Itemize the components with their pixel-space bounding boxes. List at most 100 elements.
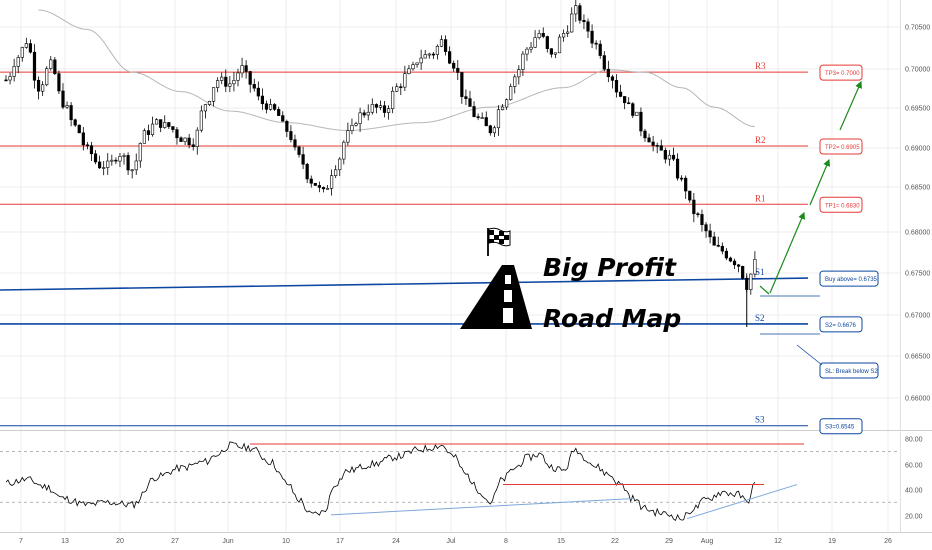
candle-body-bull [346, 130, 350, 143]
candle-body-bull [325, 188, 330, 190]
candle [586, 18, 590, 38]
rsi-support-trendline-1 [330, 497, 635, 516]
candle [537, 29, 541, 40]
candle-body-bull [142, 130, 146, 144]
candle [570, 7, 574, 33]
candle [639, 107, 643, 137]
candle-body-bear [256, 87, 260, 97]
candle-body-bear [582, 19, 586, 23]
candle-body-bull [391, 90, 395, 109]
candle-body-bull [513, 76, 517, 87]
candle [264, 100, 269, 114]
candle [171, 126, 175, 133]
candle [753, 251, 757, 278]
x-tick-label: 8 [504, 538, 508, 545]
candle-body-bull [240, 65, 244, 74]
candle [496, 105, 501, 136]
candle [277, 106, 281, 116]
candle-body-bull [207, 101, 212, 105]
candle-body-bear [175, 129, 179, 139]
candle-body-bear [73, 119, 77, 126]
candle [590, 24, 594, 49]
candle [301, 146, 305, 170]
candle-body-bull [386, 108, 391, 113]
price-tick-label: 0.70000 [905, 67, 930, 74]
candle [614, 74, 619, 98]
candle-body-bear [61, 90, 65, 108]
candle-body-bear [285, 120, 289, 132]
price-tick-label: 0.66000 [905, 396, 930, 403]
candle-body-bear [317, 185, 321, 188]
candle [484, 111, 488, 127]
candle [203, 103, 208, 119]
candle [216, 77, 220, 93]
candle-body-bull [496, 109, 501, 129]
rsi-tick-label: 20.00 [905, 514, 923, 521]
level-label-s2: S2 [755, 313, 765, 323]
candle-body-bear [4, 79, 8, 82]
x-tick-label: 15 [557, 538, 565, 545]
candle-body-bear [98, 161, 102, 169]
candle-body-bear [252, 84, 256, 89]
candle-body-bull [216, 80, 220, 88]
candle-body-bear [594, 42, 598, 45]
candle [749, 273, 753, 295]
candle-body-bull [492, 127, 497, 134]
candle-body-bull [354, 123, 358, 126]
candle [663, 147, 667, 164]
rsi-support-trendline-2 [686, 484, 798, 520]
candle-body-bull [529, 46, 533, 50]
candle-body-bear [549, 48, 553, 55]
candle-body-bear [460, 72, 464, 97]
candle-body-bull [366, 111, 370, 116]
candle [545, 35, 549, 53]
candle-body-bull [154, 119, 159, 125]
candle [700, 209, 704, 232]
level-box-text-r3: TP3= 0.7000 [825, 71, 860, 77]
candle-body-bear [171, 126, 175, 130]
candle [366, 104, 370, 121]
candle-body-bear [179, 137, 183, 142]
candle-body-bull [537, 33, 541, 38]
candle-body-bull [338, 158, 342, 171]
candle [346, 122, 350, 146]
candle-body-bear [602, 55, 606, 70]
price-tick-label: 0.70500 [905, 25, 930, 32]
candle-body-bear [696, 213, 700, 216]
candle [525, 47, 529, 61]
candle [130, 169, 134, 179]
candle [411, 61, 415, 71]
candle [338, 157, 342, 177]
candle-body-bear [732, 260, 737, 266]
candle [354, 121, 358, 127]
candle-body-bear [313, 182, 317, 186]
candle-body-bull [667, 154, 672, 160]
candle-body-bull [525, 48, 529, 55]
candle-body-bull [16, 57, 20, 67]
level-box-text-r2: TP2= 0.6905 [825, 145, 860, 151]
candle [415, 62, 419, 68]
candle-body-bear [627, 102, 631, 105]
candle-body-bear [651, 141, 655, 146]
candle-body-bull [509, 86, 513, 101]
candle-body-bull [8, 76, 12, 81]
candle-body-bull [12, 66, 16, 77]
candle [297, 145, 301, 158]
candle-body-bear [36, 79, 41, 92]
candle-body-bear [610, 76, 615, 81]
candle [65, 101, 69, 110]
candle-body-bear [362, 112, 366, 116]
candle-body-bull [342, 141, 346, 160]
level-box-r2 [819, 138, 863, 155]
candle-body-bull [65, 105, 69, 108]
candle [541, 27, 545, 39]
level-box-r3 [819, 64, 863, 81]
candle-body-bear [586, 21, 590, 32]
candle [443, 35, 448, 56]
road-icon [460, 265, 532, 329]
x-tick-label: Aug [701, 538, 714, 545]
candle-body-bear [114, 159, 118, 162]
level-box-text-s1: Buy above= 0.6735 [825, 277, 878, 283]
candle-body-bear [191, 144, 195, 147]
candle [150, 116, 155, 137]
